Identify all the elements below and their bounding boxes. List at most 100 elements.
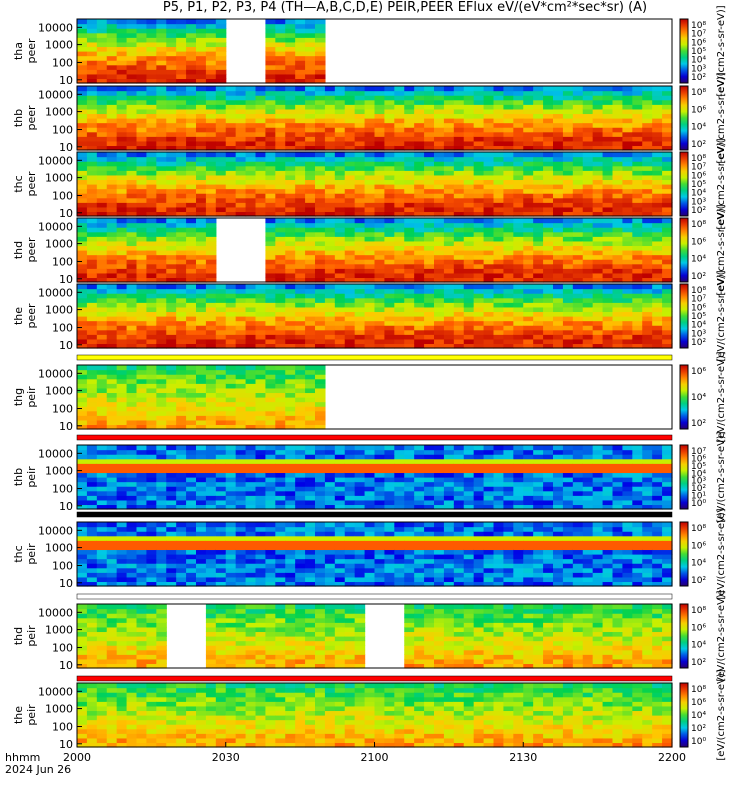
colorbar-tick-label: 10² bbox=[691, 140, 706, 150]
colorbar-tick-label: 10⁴ bbox=[691, 393, 706, 403]
colorbar-tick-label: 10² bbox=[691, 73, 706, 83]
date-label: 2024 Jun 26 bbox=[5, 763, 71, 776]
colorbar-tick-label: 10³ bbox=[691, 64, 706, 74]
y-tick-label: 1000 bbox=[45, 465, 73, 478]
species-label: peir bbox=[25, 466, 38, 488]
panel-frame bbox=[76, 521, 673, 587]
status-bar bbox=[76, 593, 673, 600]
chart-title: P5, P1, P2, P3, P4 (TH—A,B,C,D,E) PEIR,P… bbox=[162, 0, 648, 15]
colorbar-tick-label: 10⁴ bbox=[691, 255, 706, 265]
colorbar-tick-label: 10⁷ bbox=[691, 30, 706, 40]
species-label: peer bbox=[25, 237, 38, 263]
y-tick-label: 100 bbox=[52, 560, 73, 573]
colorbar-tick-label: 10⁴ bbox=[691, 469, 706, 479]
y-tick-label: 100 bbox=[52, 57, 73, 70]
y-tick-label: 10000 bbox=[38, 685, 73, 698]
colorbar-tick-label: 10⁸ bbox=[691, 286, 706, 296]
x-tick-label: 2130 bbox=[509, 751, 537, 764]
colorbar-tick-label: 10² bbox=[691, 338, 706, 348]
status-bar bbox=[76, 675, 673, 682]
y-tick-label: 1000 bbox=[45, 172, 73, 185]
y-tick-label: 10 bbox=[59, 141, 73, 154]
colorbar-tick-label: 10⁴ bbox=[691, 559, 706, 569]
colorbar bbox=[679, 85, 689, 151]
panel-frame bbox=[76, 603, 673, 669]
x-tick-label: 2100 bbox=[361, 751, 389, 764]
colorbar-tick-label: 10⁴ bbox=[691, 321, 706, 331]
y-tick-label: 10000 bbox=[38, 524, 73, 537]
y-tick-label: 10 bbox=[59, 577, 73, 590]
colorbar-tick-label: 10² bbox=[691, 576, 706, 586]
panel-frame bbox=[76, 85, 673, 151]
x-tick-label: 2200 bbox=[658, 751, 686, 764]
colorbar-tick-label: 10³ bbox=[691, 477, 706, 487]
y-tick-label: 10000 bbox=[38, 88, 73, 101]
y-tick-label: 10 bbox=[59, 207, 73, 220]
species-label: peer bbox=[25, 38, 38, 64]
probe-label: thb bbox=[12, 109, 25, 127]
panel-the-peir: 10 100 1000 10000 the peir 10⁰ 10² 10⁴ 10⁶ 10⁸ [eV/… bbox=[12, 669, 727, 760]
panel-thg-peir: 10 100 1000 10000 thg peir 10² 10⁴ 10⁶ [eV/(cm2-s… bbox=[12, 351, 727, 442]
colorbar-tick-label: 10⁶ bbox=[691, 541, 706, 551]
status-bar bbox=[76, 434, 673, 441]
colorbar-unit-label: [eV/(cm2-s-sr-eV)] bbox=[716, 508, 727, 599]
colorbar-tick-label: 10⁴ bbox=[691, 56, 706, 66]
panel-frame bbox=[76, 444, 673, 510]
y-tick-label: 100 bbox=[52, 721, 73, 734]
colorbar-tick-label: 10⁶ bbox=[691, 303, 706, 313]
probe-label: thd bbox=[12, 241, 25, 259]
probe-label: thc bbox=[12, 175, 25, 192]
colorbar-tick-label: 10⁷ bbox=[691, 295, 706, 305]
y-tick-label: 10000 bbox=[38, 220, 73, 233]
y-tick-label: 1000 bbox=[45, 39, 73, 52]
colorbar-tick-label: 10⁴ bbox=[691, 711, 706, 721]
colorbar-tick-label: 10⁵ bbox=[691, 462, 706, 472]
colorbar-unit-label: [eV/(cm2-s-sr-eV)] bbox=[716, 270, 727, 361]
colorbar-tick-label: 10⁴ bbox=[691, 123, 706, 133]
colorbar-tick-label: 10² bbox=[691, 419, 706, 429]
colorbar-tick-label: 10⁶ bbox=[691, 105, 706, 115]
colorbar-tick-label: 10⁶ bbox=[691, 38, 706, 48]
colorbar-tick-label: 10⁵ bbox=[691, 47, 706, 57]
panel-thd-peir: 10 100 1000 10000 thd peir 10² 10⁴ 10⁶ 10⁸ [eV/(cm… bbox=[12, 590, 727, 681]
colorbar-tick-label: 10² bbox=[691, 484, 706, 494]
colorbar-tick-label: 10² bbox=[691, 658, 706, 668]
colorbar-tick-label: 10⁸ bbox=[691, 220, 706, 230]
colorbar-unit-label: [eV/(cm2-s-sr-eV)] bbox=[716, 72, 727, 163]
colorbar-unit-label: [eV/(cm2-s-sr-eV)] bbox=[716, 590, 727, 681]
status-bar bbox=[76, 511, 673, 518]
colorbar bbox=[679, 364, 689, 430]
probe-label: thb bbox=[12, 468, 25, 486]
colorbar-unit-label: [eV/(cm2-s-sr-eV)] bbox=[716, 138, 727, 229]
colorbar-tick-label: 10⁶ bbox=[691, 171, 706, 181]
species-label: peer bbox=[25, 105, 38, 131]
y-tick-label: 10000 bbox=[38, 286, 73, 299]
colorbar-tick-label: 10³ bbox=[691, 197, 706, 207]
y-tick-label: 100 bbox=[52, 403, 73, 416]
colorbar-unit-label: [eV/(cm2-s-sr-eV)] bbox=[716, 5, 727, 96]
colorbar-tick-label: 10⁴ bbox=[691, 189, 706, 199]
y-tick-label: 10 bbox=[59, 273, 73, 286]
panel-thc-peir: 10 100 1000 10000 thc peir 10² 10⁴ 10⁶ 10⁸ [eV/(cm… bbox=[12, 508, 727, 599]
colorbar-tick-label: 10⁵ bbox=[691, 180, 706, 190]
y-tick-label: 10000 bbox=[38, 367, 73, 380]
probe-label: the bbox=[12, 307, 25, 325]
colorbar-tick-label: 10² bbox=[691, 724, 706, 734]
colorbar-tick-label: 10¹ bbox=[691, 492, 706, 502]
species-label: peir bbox=[25, 543, 38, 565]
colorbar-tick-label: 10⁸ bbox=[691, 88, 706, 98]
colorbar bbox=[679, 521, 689, 587]
time-axis-label: hhmm bbox=[5, 751, 40, 764]
y-tick-label: 10 bbox=[59, 500, 73, 513]
colorbar-tick-label: 10⁸ bbox=[691, 606, 706, 616]
panel-frame bbox=[76, 151, 673, 217]
y-tick-label: 100 bbox=[52, 190, 73, 203]
y-tick-label: 10000 bbox=[38, 606, 73, 619]
colorbar-tick-label: 10⁰ bbox=[691, 737, 706, 747]
y-tick-label: 1000 bbox=[45, 304, 73, 317]
y-tick-label: 1000 bbox=[45, 238, 73, 251]
